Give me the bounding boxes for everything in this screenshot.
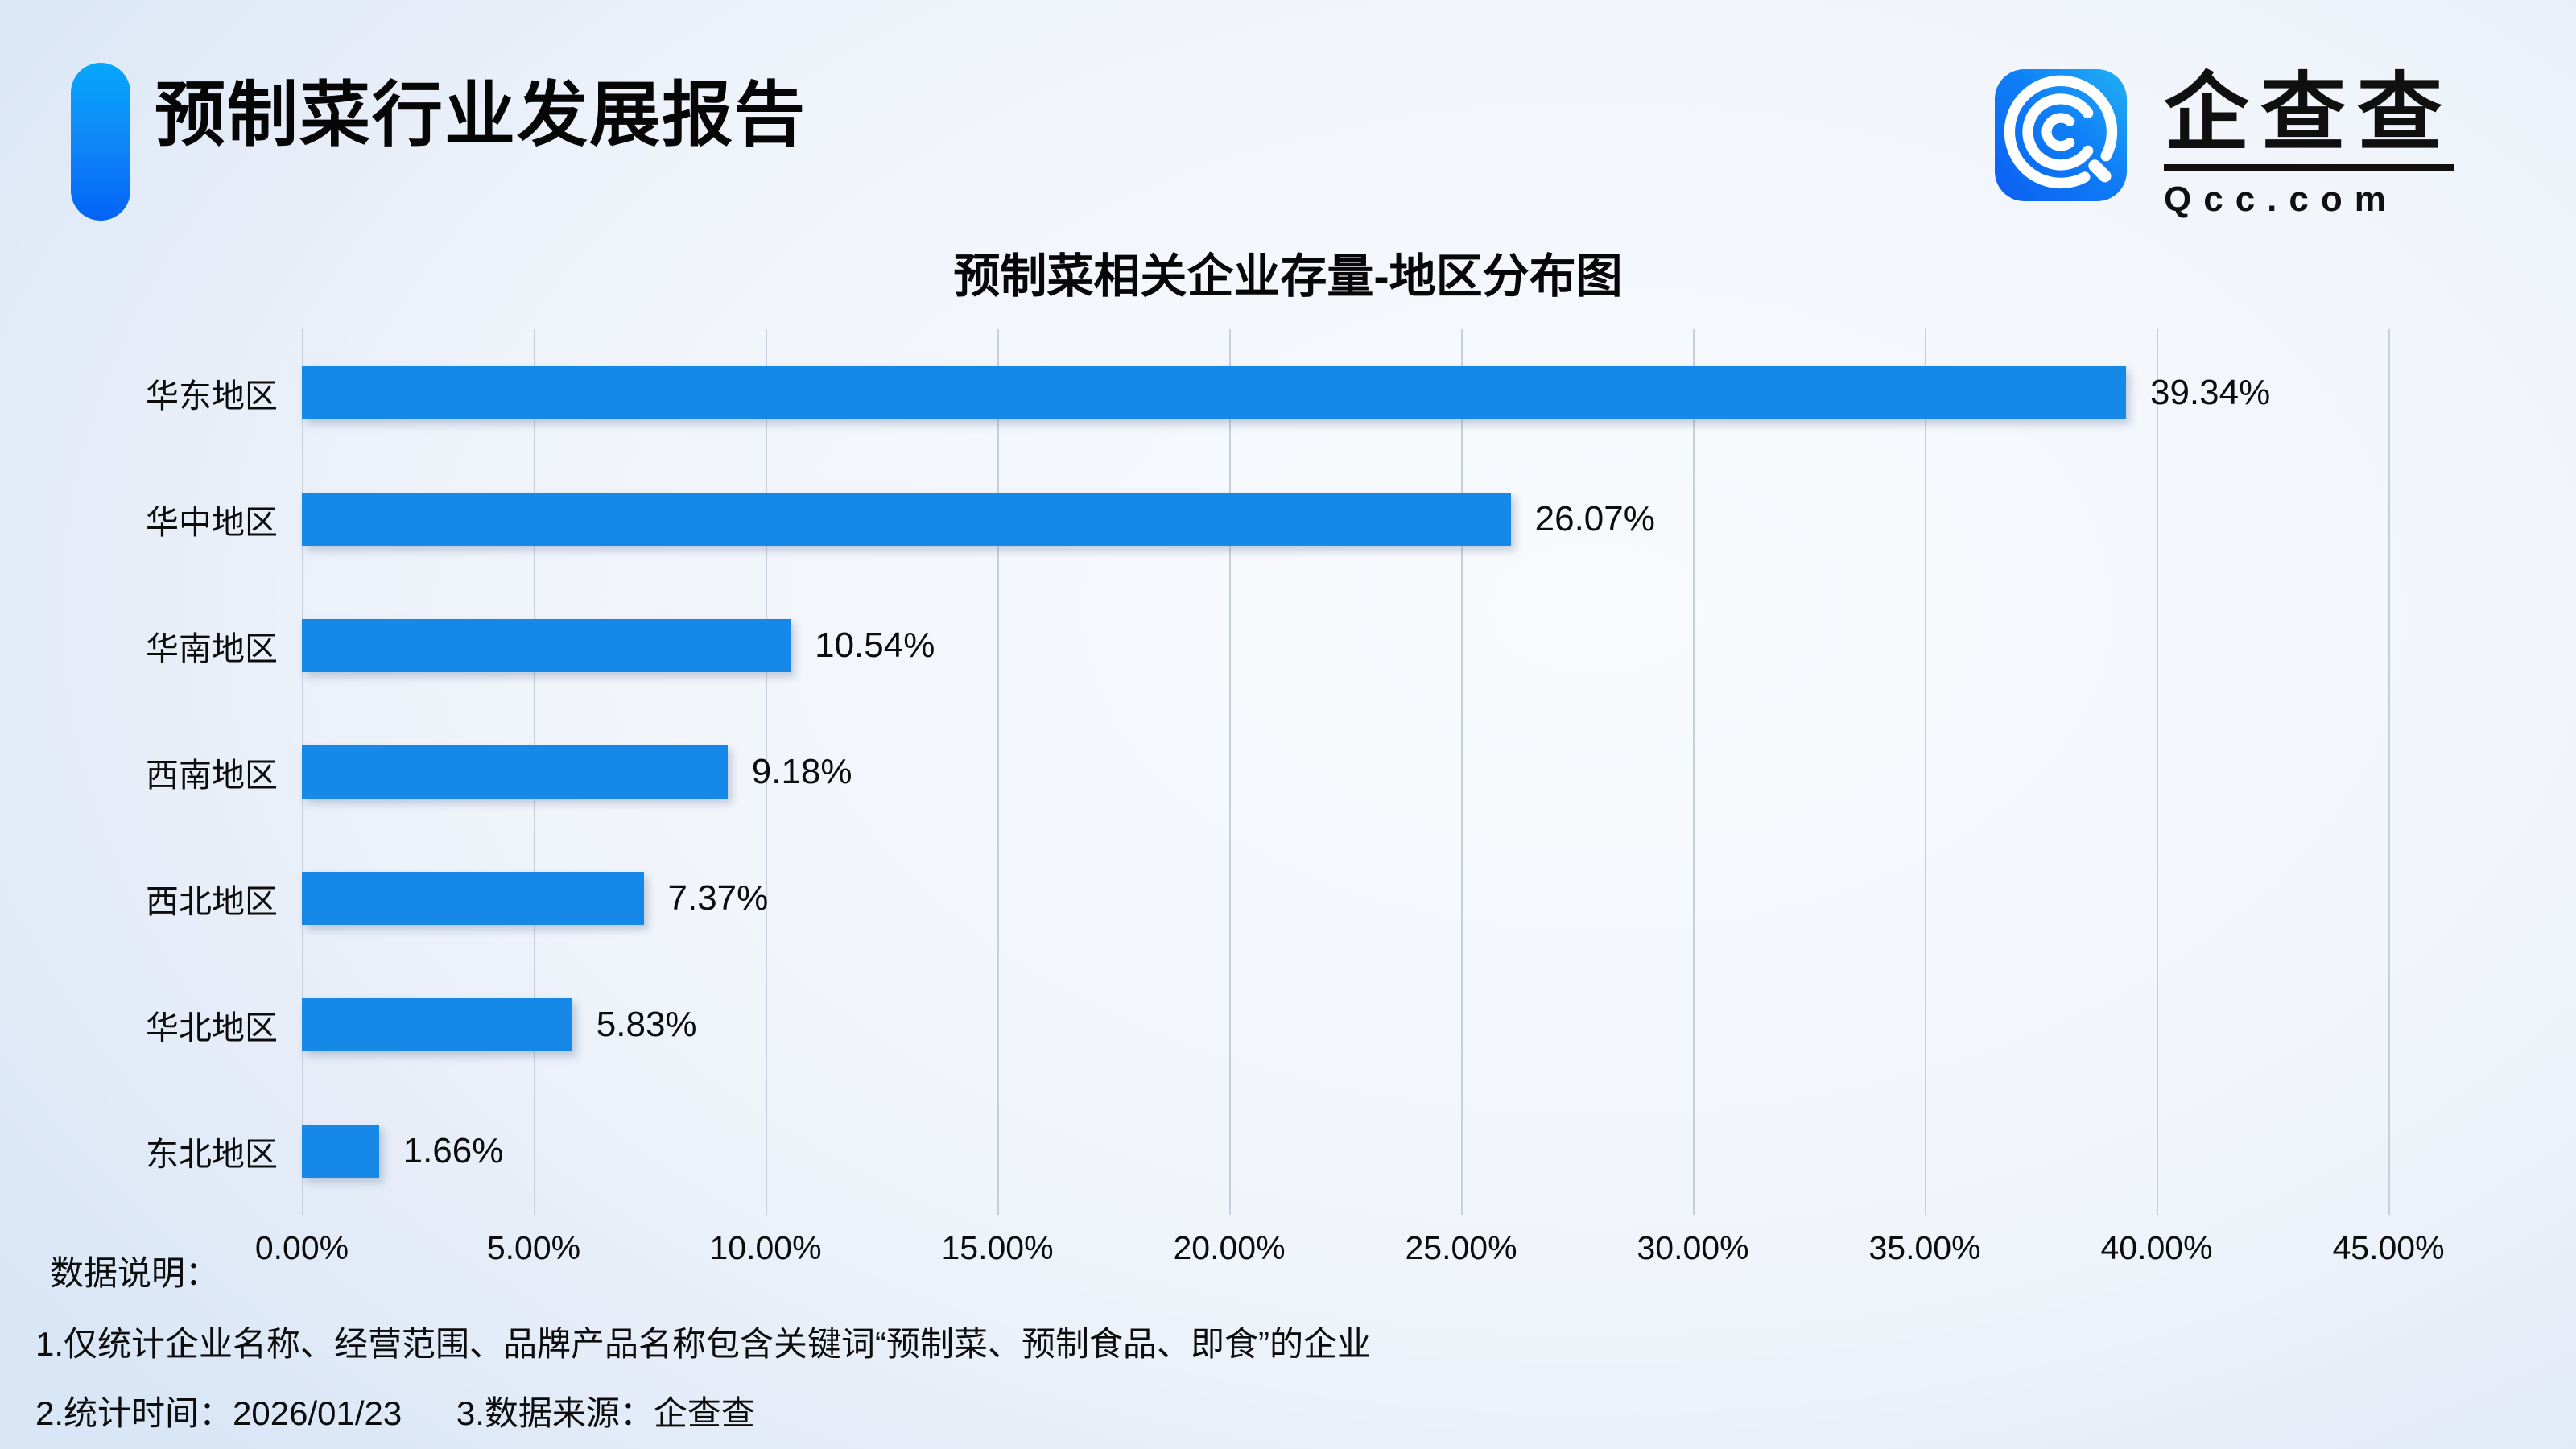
bar: [302, 492, 1511, 546]
gridline: [2388, 329, 2390, 1215]
x-axis-tick-label: 30.00%: [1637, 1229, 1749, 1266]
gridline: [1925, 329, 1926, 1215]
bar: [302, 618, 791, 672]
x-axis-tick-label: 35.00%: [1868, 1229, 1981, 1266]
value-label: 9.18%: [751, 751, 852, 791]
bar: [302, 365, 2126, 419]
gridline: [1693, 329, 1695, 1215]
x-axis-tick-label: 25.00%: [1405, 1229, 1517, 1266]
qcc-logo-text: 企查查 Qcc.com: [2164, 69, 2454, 220]
gridline: [1461, 329, 1463, 1215]
category-label: 东北地区: [146, 1135, 278, 1173]
bar-row: 东北地区 1.66%: [146, 1088, 2388, 1214]
qcc-brand-name: 企查查: [2164, 71, 2454, 171]
bar-row: 西北地区 7.37%: [146, 835, 2388, 961]
x-axis-tick-label: 10.00%: [709, 1229, 822, 1266]
bar-row: 华中地区 26.07%: [146, 456, 2388, 582]
x-axis-tick-label: 15.00%: [941, 1229, 1054, 1266]
category-label: 西南地区: [146, 756, 278, 794]
value-label: 39.34%: [2149, 372, 2271, 412]
bar-chart: 0.00% 5.00% 10.00% 15.00% 20.00% 25.00% 30.00%…: [146, 329, 2445, 1266]
gridline: [1229, 329, 1231, 1215]
value-label: 1.66%: [402, 1130, 504, 1170]
value-label: 7.37%: [667, 877, 769, 918]
category-label: 华北地区: [146, 1009, 278, 1046]
x-axis-tick-label: 5.00%: [486, 1229, 581, 1266]
value-label: 26.07%: [1534, 498, 1655, 539]
footnote-scope: 1.仅统计企业名称、经营范围、品牌产品名称包含关键词“预制菜、预制食品、即食”的…: [35, 1325, 1372, 1363]
value-label: 5.83%: [596, 1004, 697, 1044]
x-axis-tick-label: 20.00%: [1173, 1229, 1286, 1266]
footnote-label: 数据说明：: [50, 1254, 220, 1292]
footnote-meta: 2.统计时间：2026/01/23 3.数据来源：企查查: [35, 1386, 755, 1435]
bar: [302, 997, 572, 1051]
qcc-logo: 企查查 Qcc.com: [1995, 69, 2454, 220]
value-label: 10.54%: [815, 625, 935, 665]
bar: [302, 871, 644, 925]
gridline: [2157, 329, 2158, 1215]
footnote-data-source: 3.数据来源：企查查: [456, 1394, 755, 1432]
x-axis-tick-label: 45.00%: [2332, 1229, 2445, 1266]
qcc-logo-icon: [1995, 69, 2127, 201]
bar-row: 西南地区 9.18%: [146, 708, 2388, 835]
bar-row: 华东地区 39.34%: [146, 329, 2388, 456]
bar-row: 华南地区 10.54%: [146, 582, 2388, 708]
category-label: 华东地区: [146, 377, 278, 415]
bar: [302, 745, 728, 799]
category-label: 华南地区: [146, 630, 278, 667]
gridline: [997, 329, 999, 1215]
qcc-domain: Qcc.com: [2164, 180, 2398, 219]
category-label: 华中地区: [146, 503, 278, 541]
category-label: 西北地区: [146, 882, 278, 920]
chart-title: 预制菜相关企业存量-地区分布图: [953, 250, 1623, 303]
title-accent-bar: [71, 63, 130, 221]
bar: [302, 1124, 379, 1178]
bar-row: 华北地区 5.83%: [146, 961, 2388, 1088]
footnote-stat-date: 2.统计时间：2026/01/23: [35, 1394, 402, 1432]
x-axis-tick-label: 0.00%: [254, 1229, 349, 1266]
gridline: [766, 329, 767, 1215]
report-title: 预制菜行业发展报告: [155, 75, 807, 155]
x-axis-tick-label: 40.00%: [2100, 1229, 2213, 1266]
